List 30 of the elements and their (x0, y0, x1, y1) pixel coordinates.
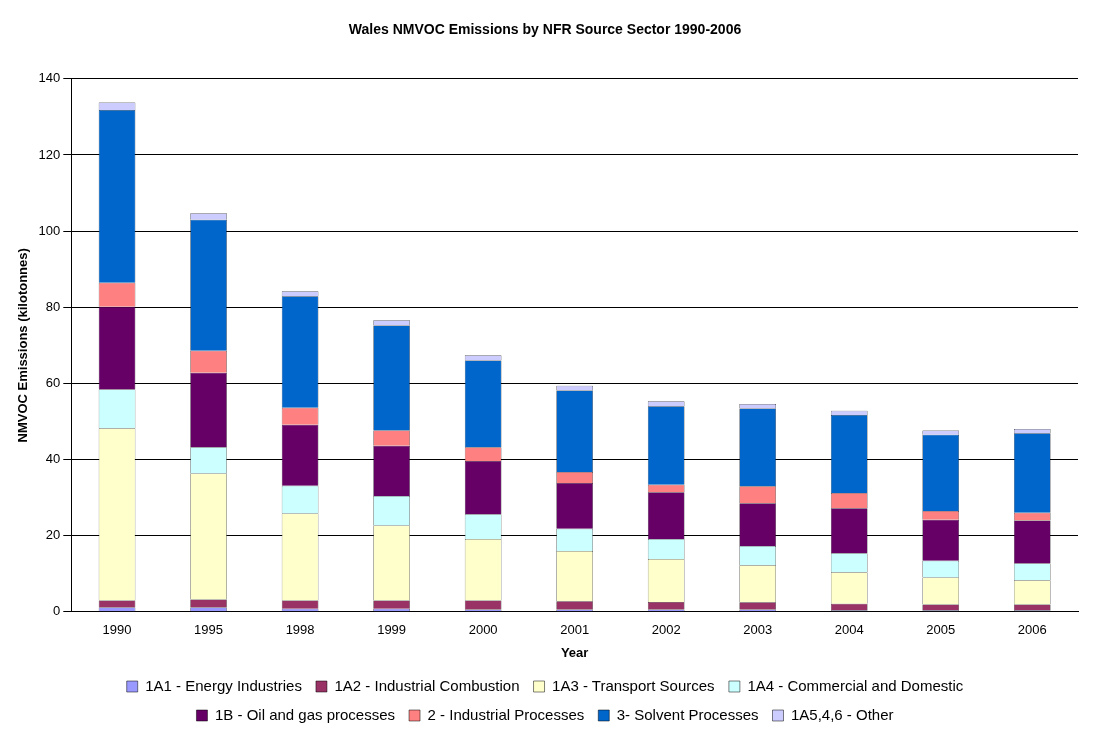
legend-label: 2 - Industrial Processes (427, 705, 585, 723)
legend-label: 1A5,4,6 - Other (791, 705, 894, 723)
x-tick-label: 2001 (560, 622, 590, 638)
x-tick-label: 1990 (102, 622, 132, 638)
y-tick-label: 60 (45, 374, 61, 390)
x-tick-label: 1995 (194, 622, 224, 638)
y-tick-label: 40 (45, 451, 61, 467)
x-tick-label: 2004 (834, 622, 864, 638)
legend-label: 1B - Oil and gas processes (214, 705, 396, 723)
legend-label: 1A1 - Energy Industries (145, 676, 302, 694)
y-tick-label: 80 (45, 298, 61, 314)
x-tick-label: 2005 (926, 622, 956, 638)
x-tick-label: 1999 (377, 622, 407, 638)
legend-label: 3- Solvent Processes (616, 705, 759, 723)
x-tick-label: 2006 (1017, 622, 1047, 638)
y-axis-title: NMVOC Emissions (kilotonnes) (15, 248, 31, 443)
y-tick-label: 140 (38, 70, 61, 86)
legend-label: 1A2 - Industrial Combustion (334, 676, 520, 694)
x-tick-label: 2003 (743, 622, 773, 638)
x-tick-label: 1998 (285, 622, 315, 638)
y-tick-label: 100 (38, 222, 61, 238)
legend-label: 1A4 - Commercial and Domestic (747, 676, 964, 694)
legend-label: 1A3 - Transport Sources (552, 676, 715, 694)
y-tick-label: 0 (53, 603, 61, 619)
chart-title: Wales NMVOC Emissions by NFR Source Sector 1990-2006 (348, 21, 742, 38)
x-tick-label: 2002 (651, 622, 681, 638)
x-tick-label: 2000 (468, 622, 498, 638)
y-tick-label: 120 (38, 146, 61, 162)
y-tick-label: 20 (45, 527, 61, 543)
x-axis-title: Year (560, 644, 589, 660)
